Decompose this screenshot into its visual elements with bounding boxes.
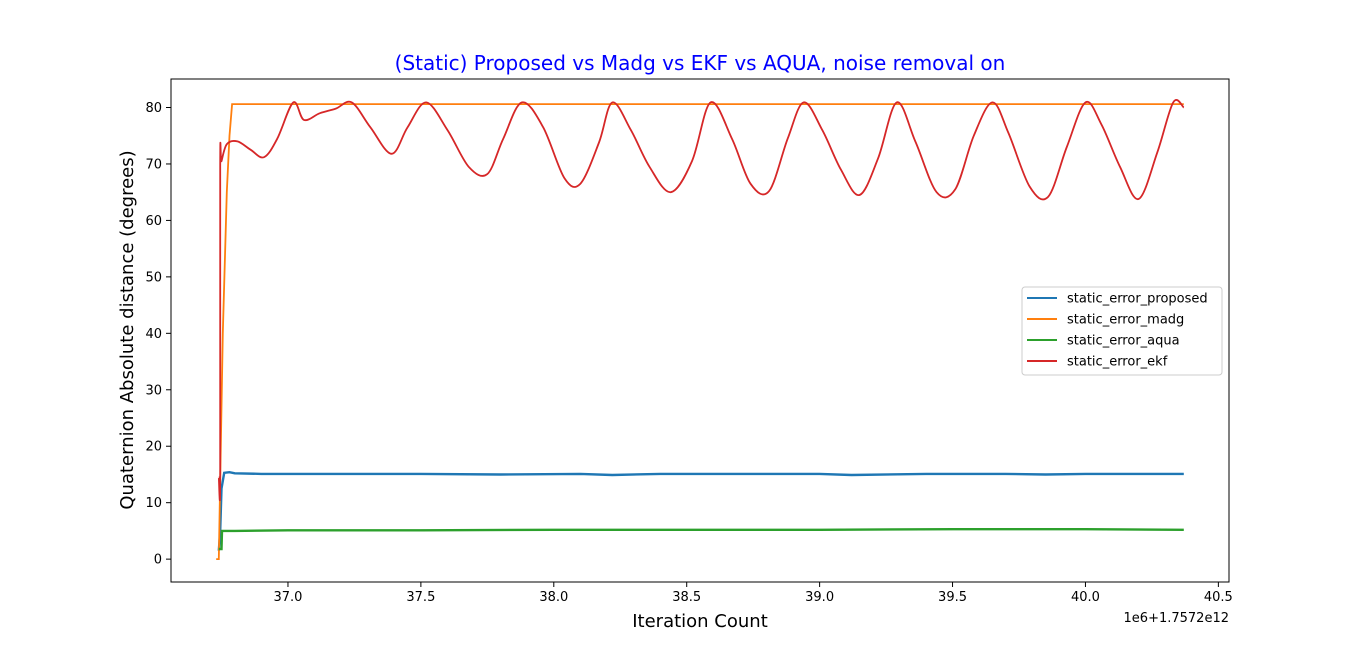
legend-box [1021,286,1223,376]
x-tick-label: 38.5 [672,590,701,605]
x-axis-offset-label: 1e6+1.7572e12 [1124,611,1229,626]
x-axis-label: Iteration Count [632,611,768,632]
y-tick-label: 70 [145,157,162,172]
x-tick-label: 39.5 [938,590,967,605]
legend-label: static_error_proposed [1067,292,1208,307]
legend-label: static_error_madg [1067,313,1184,328]
y-axis-label: Quaternion Absolute distance (degrees) [117,150,138,509]
y-tick-label: 40 [145,327,162,342]
y-tick-label: 20 [145,440,162,455]
x-axis: 37.0 37.5 38.0 38.5 39.0 39.5 40.0 40.5 [273,582,1233,605]
legend-label: static_error_aqua [1067,334,1180,349]
series-line-static_error_proposed [217,470,1184,551]
x-tick-label: 40.0 [1071,590,1100,605]
x-tick-label: 37.0 [273,590,302,605]
y-tick-label: 10 [145,496,162,511]
x-tick-label: 38.0 [539,590,568,605]
y-tick-label: 30 [145,383,162,398]
series-layer [216,99,1185,560]
x-tick-label: 37.5 [406,590,435,605]
legend: static_error_proposed static_error_madgst… [1021,286,1223,376]
chart-title: (Static) Proposed vs Madg vs EKF vs AQUA… [395,51,1006,75]
y-tick-label: 60 [145,214,162,229]
y-tick-label: 0 [154,553,162,568]
x-tick-label: 39.0 [805,590,834,605]
x-tick-label: 40.5 [1204,590,1233,605]
series-line-static_error_ekf [217,99,1185,502]
series-line-static_error_aqua [218,528,1184,551]
y-axis: 0 10 20 30 40 50 60 70 80 [145,101,171,568]
y-tick-label: 80 [145,101,162,116]
series-line-static_error_madg [216,103,1184,560]
y-tick-label: 50 [145,270,162,285]
legend-label: static_error_ekf [1067,355,1168,370]
